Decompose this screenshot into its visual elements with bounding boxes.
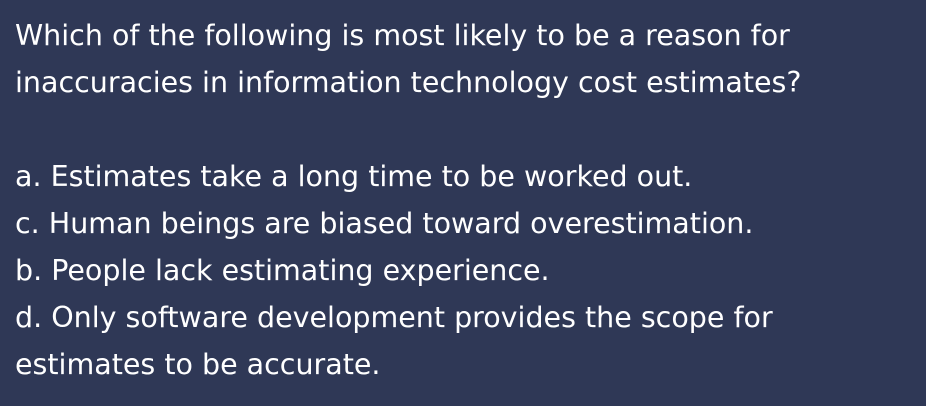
option-d-line-1: d. Only software development provides th…: [15, 301, 773, 334]
option-d: d. Only software development provides th…: [15, 294, 910, 388]
option-a: a. Estimates take a long time to be work…: [15, 160, 693, 193]
option-b: b. People lack estimating experience.: [15, 254, 550, 287]
answer-options: a. Estimates take a long time to be work…: [15, 153, 910, 388]
option-d-line-2: estimates to be accurate.: [15, 348, 381, 381]
question-line-2: inaccuracies in information technology c…: [15, 66, 802, 99]
option-c: c. Human beings are biased toward overes…: [15, 207, 754, 240]
question-text: Which of the following is most likely to…: [15, 12, 910, 106]
blank-line: [15, 106, 910, 153]
question-line-1: Which of the following is most likely to…: [15, 19, 790, 52]
